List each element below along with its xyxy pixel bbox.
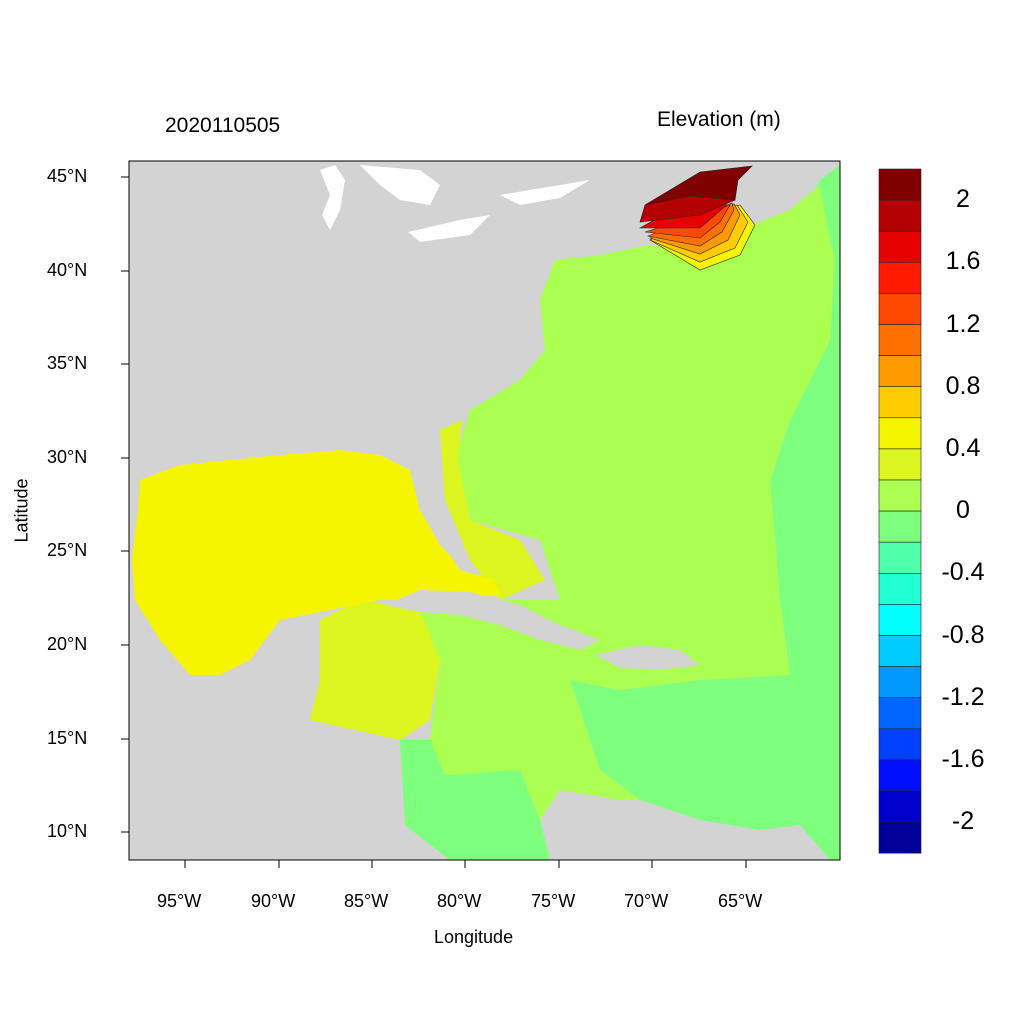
colorbar-box bbox=[878, 604, 922, 636]
x-tick-label: 80°W bbox=[437, 891, 482, 911]
colorbar-label: 2 bbox=[956, 185, 970, 214]
y-tick-label: 20°N bbox=[47, 634, 88, 654]
colorbar-label: -2 bbox=[951, 807, 975, 836]
y-tick-label: 30°N bbox=[47, 447, 88, 467]
x-axis-label: Longitude bbox=[434, 927, 514, 947]
map-frame bbox=[128, 160, 841, 861]
x-tick-label: 75°W bbox=[531, 891, 576, 911]
colorbar-box bbox=[878, 293, 922, 325]
region-green-east bbox=[570, 165, 840, 860]
region-yellow-gulf bbox=[132, 450, 500, 675]
y-tick-label: 15°N bbox=[47, 728, 88, 748]
region-yellowgreen-caribbean bbox=[310, 600, 440, 740]
colorbar-box bbox=[878, 759, 922, 792]
colorbar-box bbox=[878, 199, 922, 232]
colorbar-label: -1.6 bbox=[941, 744, 985, 773]
colorbar-label: -1.2 bbox=[941, 682, 985, 711]
variable-title: Elevation (m) bbox=[657, 108, 781, 131]
colorbar-box bbox=[878, 417, 922, 450]
colorbar-box bbox=[878, 790, 922, 823]
date-title: 2020110505 bbox=[165, 114, 281, 137]
y-axis-label: Latitude bbox=[11, 478, 32, 543]
surge-northeast bbox=[638, 165, 756, 271]
colorbar-box bbox=[878, 697, 922, 730]
great-lakes bbox=[320, 165, 590, 242]
colorbar-box bbox=[878, 168, 922, 201]
colorbar-box bbox=[878, 355, 922, 388]
colorbar-label: 1.6 bbox=[945, 247, 981, 276]
x-tick-label: 65°W bbox=[718, 891, 763, 911]
y-tick-label: 25°N bbox=[47, 540, 88, 560]
colorbar-label: 0.8 bbox=[945, 371, 981, 400]
land-florida bbox=[400, 440, 460, 560]
y-tick-label: 35°N bbox=[47, 353, 88, 373]
x-tick-label: 90°W bbox=[251, 891, 296, 911]
y-tick-label: 40°N bbox=[47, 260, 88, 280]
colorbar-box bbox=[878, 324, 922, 356]
x-tick-label: 85°W bbox=[344, 891, 389, 911]
colorbar-box bbox=[878, 635, 922, 667]
land-hispaniola bbox=[595, 645, 700, 670]
colorbar-box bbox=[878, 386, 922, 419]
colorbar-label: 0 bbox=[956, 496, 970, 525]
x-tick-label: 70°W bbox=[624, 891, 669, 911]
y-tick-label: 10°N bbox=[47, 821, 88, 841]
y-tick-label: 45°N bbox=[47, 166, 88, 186]
colorbar-label: -0.8 bbox=[941, 620, 985, 649]
colorbar-label: -0.4 bbox=[941, 558, 985, 587]
colorbar-box bbox=[878, 728, 922, 761]
colorbar-box bbox=[878, 510, 922, 543]
colorbar-box bbox=[878, 230, 922, 263]
colorbar-box bbox=[878, 261, 922, 294]
colorbar-box bbox=[878, 821, 922, 854]
colorbar-box bbox=[878, 448, 922, 481]
x-tick-label: 95°W bbox=[157, 891, 202, 911]
colorbar-box bbox=[878, 666, 922, 698]
colorbar-box bbox=[878, 572, 922, 605]
colorbar-box bbox=[878, 479, 922, 512]
region-yellowgreen-florida bbox=[440, 420, 545, 600]
colorbar-label: 1.2 bbox=[945, 309, 981, 338]
colorbar-box bbox=[878, 541, 922, 574]
region-lime-atlantic bbox=[420, 185, 835, 820]
region-green-honduras bbox=[400, 740, 550, 860]
land-cuba bbox=[385, 590, 600, 650]
colorbar-label: 0.4 bbox=[945, 433, 981, 462]
